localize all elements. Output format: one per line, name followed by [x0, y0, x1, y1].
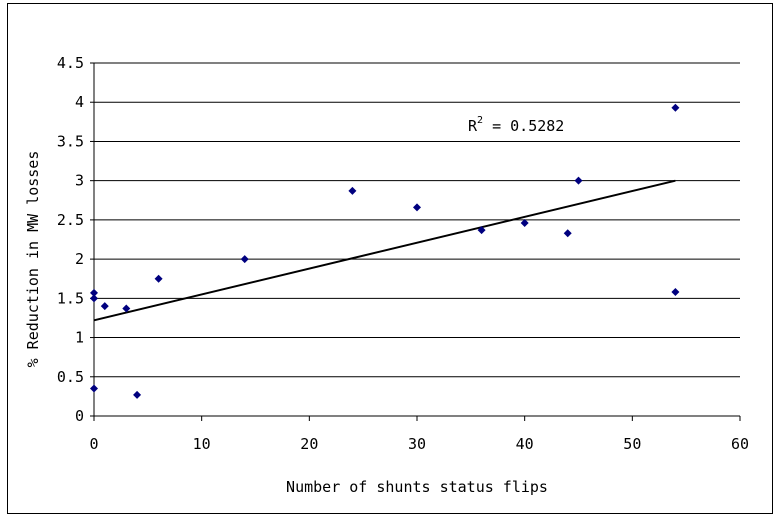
y-tick-label: 0.5 [57, 368, 84, 386]
x-tick-label: 40 [516, 435, 534, 453]
data-point [671, 103, 680, 112]
y-axis-label: % Reduction in MW losses [24, 151, 42, 368]
y-tick-label: 0 [75, 407, 84, 425]
data-point [563, 229, 572, 238]
data-point [413, 203, 421, 212]
y-tick-label: 2 [75, 250, 84, 268]
data-point [477, 226, 486, 235]
axes [90, 62, 741, 421]
data-point [133, 390, 142, 399]
r-squared-value: = 0.5282 [483, 117, 564, 135]
y-tick-label: 4.5 [57, 54, 84, 72]
chart-frame [7, 3, 773, 514]
x-tick-label: 20 [300, 435, 318, 453]
x-tick-label: 50 [623, 435, 641, 453]
grid-lines [94, 62, 740, 378]
y-tick-label: 4 [75, 93, 84, 111]
y-tick-label: 3.5 [57, 132, 84, 150]
data-point [100, 302, 109, 311]
data-point [240, 255, 249, 264]
data-point [90, 294, 98, 303]
data-point [520, 219, 529, 228]
data-point [574, 176, 583, 185]
r-squared-prefix: R [468, 117, 478, 135]
data-point [90, 288, 98, 297]
data-point [348, 186, 357, 195]
data-point [154, 274, 163, 283]
tick-labels: 0 0.5 1 1.5 2 2.5 3 3.5 4 4.5 0 10 20 30 40 50 60 [57, 54, 749, 453]
x-tick-label: 60 [731, 435, 749, 453]
y-tick-label: 3 [75, 172, 84, 190]
data-points [90, 103, 680, 399]
y-tick-label: 1 [75, 329, 84, 347]
data-point [90, 384, 98, 393]
y-tick-label: 1.5 [57, 289, 84, 307]
data-point [122, 304, 131, 313]
x-tick-label: 10 [193, 435, 211, 453]
r-squared-superscript: 2 [477, 115, 483, 126]
y-tick-label: 2.5 [57, 211, 84, 229]
x-tick-label: 0 [89, 435, 98, 453]
linear-trendline [93, 179, 676, 322]
r-squared-annotation: R2 = 0.5282 [468, 115, 564, 135]
data-point [671, 288, 680, 297]
x-axis-label: Number of shunts status flips [286, 478, 548, 496]
trendline-group [93, 179, 676, 322]
x-tick-label: 30 [408, 435, 426, 453]
